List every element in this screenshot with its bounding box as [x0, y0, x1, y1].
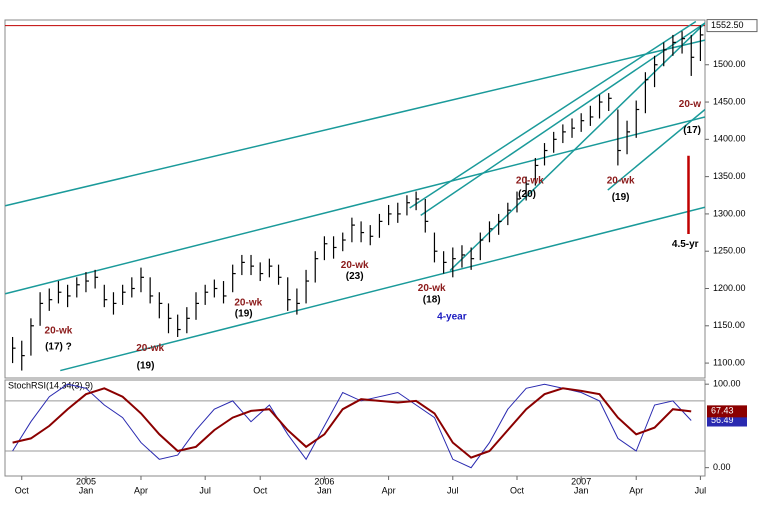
y-tick-label: 1150.00 — [713, 320, 745, 330]
x-tick-label: Jul — [199, 485, 211, 495]
value-label: 67.43 — [711, 406, 734, 416]
x-tick-label: Apr — [382, 485, 396, 495]
annotation: 4-year — [437, 311, 467, 322]
price-label-box — [706, 19, 758, 33]
x-tick-label: Jul — [695, 485, 707, 495]
y-tick-label: 1200.00 — [713, 283, 746, 293]
year-label: 2007 — [571, 476, 591, 486]
stoch-panel — [4, 379, 706, 477]
y-tick-label: 1350.00 — [713, 171, 746, 181]
annotation: (17) — [683, 125, 701, 136]
annotation: 20-w — [679, 99, 701, 110]
trend-line — [420, 22, 705, 217]
x-tick-label: Jan — [79, 485, 94, 495]
annotation: (19) — [612, 192, 630, 203]
x-tick-label: Jan — [574, 485, 589, 495]
annotation: (19) — [137, 361, 155, 372]
y-tick-label: 1400.00 — [713, 134, 746, 144]
y-tick-label: 1250.00 — [713, 246, 746, 256]
y-tick-label: 1450.00 — [713, 96, 746, 106]
trend-line — [5, 39, 705, 207]
stoch-line — [12, 387, 692, 459]
annotation: 20-wk — [136, 343, 164, 354]
x-tick-label: Apr — [134, 485, 148, 495]
annotation: 20-wk — [341, 260, 369, 271]
value-label-box — [707, 405, 747, 418]
y-tick-label: 1300.00 — [713, 208, 746, 218]
price-plot — [5, 20, 705, 372]
annotation: (18) — [423, 294, 441, 305]
year-label: 2006 — [314, 476, 334, 486]
annotation: (17) ? — [45, 341, 72, 352]
x-tick-label: Jul — [447, 485, 459, 495]
trend-line — [60, 206, 705, 372]
trend-line — [409, 20, 697, 209]
annotation: 20-wk — [234, 297, 262, 308]
y-tick-label: 0.00 — [713, 462, 731, 472]
annotation: (20) — [518, 189, 536, 200]
trend-line — [607, 108, 705, 191]
value-label-box — [707, 414, 747, 427]
x-tick-label: Jan — [317, 485, 332, 495]
annotation: 20-wk — [418, 283, 446, 294]
value-label: 56.49 — [711, 415, 734, 425]
stoch-title: StochRSI(14,34(3),9) — [8, 380, 93, 390]
annotation: 20-wk — [607, 176, 635, 187]
price-panel — [4, 19, 706, 379]
trend-line — [5, 116, 705, 295]
annotation: 20-wk — [516, 176, 544, 187]
stoch-plot — [5, 383, 705, 469]
x-tick-label: Oct — [15, 485, 30, 495]
stoch-line — [12, 383, 692, 469]
annotation: (23) — [346, 271, 364, 282]
x-tick-label: Oct — [253, 485, 268, 495]
y-tick-label: 1100.00 — [713, 357, 745, 367]
year-label: 2005 — [76, 476, 96, 486]
x-tick-label: Apr — [629, 485, 643, 495]
annotation: 20-wk — [45, 326, 73, 337]
annotation: (19) — [235, 308, 253, 319]
annotation: 4.5-yr — [672, 239, 699, 250]
price-label: 1552.50 — [711, 20, 744, 30]
x-tick-label: Oct — [510, 485, 525, 495]
trend-line — [449, 22, 705, 272]
y-tick-label: 100.00 — [713, 379, 741, 389]
y-tick-label: 1500.00 — [713, 59, 746, 69]
